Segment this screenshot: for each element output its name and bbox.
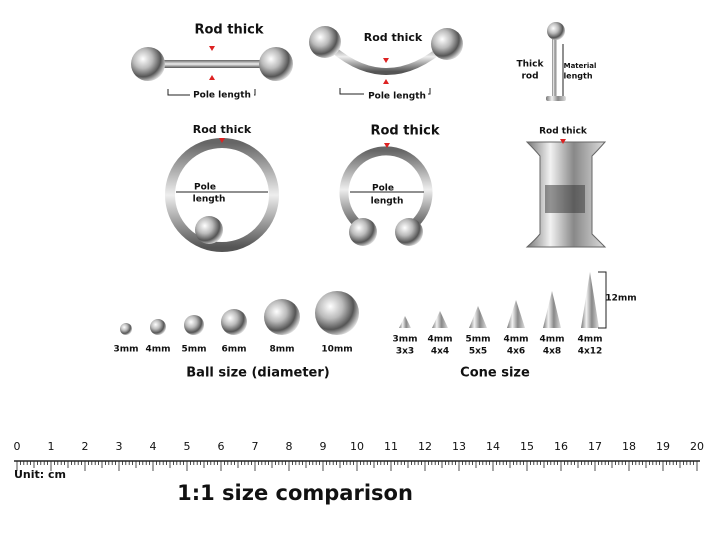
label: 3x3 (396, 347, 414, 357)
ruler-label: 18 (622, 440, 636, 453)
label: Rod thick (370, 124, 439, 139)
shape (383, 79, 389, 84)
label: Cone size (460, 366, 530, 381)
shape (167, 89, 256, 96)
label: 6mm (221, 345, 246, 355)
shape (349, 218, 377, 246)
shape (322, 39, 450, 75)
label: 5mm (465, 335, 490, 345)
label: 12mm (605, 294, 636, 304)
shape (339, 146, 433, 232)
shape (221, 309, 247, 335)
shape (547, 22, 565, 40)
shape (195, 216, 223, 244)
ruler-label: 14 (486, 440, 500, 453)
group: 3mm 4mm 5mm 6mm 8mm 10mm (113, 345, 352, 355)
label: Thick (517, 60, 545, 70)
shape (150, 319, 166, 335)
label: 4x8 (543, 347, 561, 357)
ruler-label: 5 (184, 440, 191, 453)
shape (560, 139, 566, 144)
shape (399, 316, 411, 328)
ruler-label: 16 (554, 440, 568, 453)
label: length (193, 195, 226, 205)
label: 4x6 (507, 347, 525, 357)
shape (120, 323, 132, 335)
shape (339, 88, 431, 95)
shape (431, 28, 463, 60)
label: rod (521, 72, 538, 82)
label: 5x5 (469, 347, 487, 357)
label: Ball size (diameter) (186, 366, 329, 381)
shape (384, 143, 390, 148)
shape (545, 185, 585, 213)
group: 0 1 2 3 4 5 6 7 8 9 10 11 12 13 14 15 16 17 18 19 20 (14, 440, 704, 471)
shape (432, 311, 448, 328)
ruler-label: 13 (452, 440, 466, 453)
ruler-label: 2 (82, 440, 89, 453)
label: length (371, 197, 404, 207)
label: length (563, 72, 592, 81)
shape (469, 306, 487, 328)
ruler-label: 0 (14, 440, 21, 453)
label: Pole (194, 183, 216, 193)
shape (131, 47, 165, 81)
label: 8mm (269, 345, 294, 355)
shape (552, 36, 557, 98)
label: 4mm (577, 335, 602, 345)
shape (543, 291, 561, 328)
ruler-label: 7 (252, 440, 259, 453)
ruler-label: 10 (350, 440, 364, 453)
ruler-label: 15 (520, 440, 534, 453)
label: 4mm (145, 345, 170, 355)
shape (395, 218, 423, 246)
shape (383, 58, 389, 63)
label: Rod thick (194, 23, 263, 38)
shape (309, 26, 341, 58)
shape (264, 299, 300, 335)
ruler-label: 4 (150, 440, 157, 453)
ruler-label: 12 (418, 440, 432, 453)
ruler-label: 9 (320, 440, 327, 453)
ruler-label: 17 (588, 440, 602, 453)
shape (315, 291, 359, 335)
label: Rod thick (364, 31, 423, 44)
label: 4mm (427, 335, 452, 345)
shape (209, 75, 215, 80)
ruler-label: 8 (286, 440, 293, 453)
ruler-label: 19 (656, 440, 670, 453)
ruler-label: 1 (48, 440, 55, 453)
label: 4mm (503, 335, 528, 345)
shape (507, 300, 525, 328)
shape (209, 46, 215, 51)
shape (184, 315, 204, 335)
ruler-label: 20 (690, 440, 704, 453)
label: 4x12 (578, 347, 603, 357)
ruler-label: 3 (116, 440, 123, 453)
label: 1:1 size comparison (177, 481, 413, 505)
label: 3mm (392, 335, 417, 345)
shape (581, 272, 599, 328)
label: Material (564, 62, 597, 70)
label: Rod thick (539, 127, 588, 137)
label: 10mm (321, 345, 352, 355)
shape (219, 138, 225, 143)
shape (259, 47, 293, 81)
label: 5mm (181, 345, 206, 355)
shape (546, 96, 566, 101)
label: Unit: cm (14, 468, 66, 481)
label: Rod thick (193, 123, 252, 136)
ruler-label: 6 (218, 440, 225, 453)
shape (147, 60, 277, 68)
label: 4mm (539, 335, 564, 345)
group: 3mm 3x3 4mm 4x4 5mm 5x5 4mm 4x6 4mm 4x8 4mm 4x… (392, 294, 636, 357)
shape (598, 271, 607, 329)
label: Pole length (193, 91, 251, 101)
label: 3mm (113, 345, 138, 355)
label: Pole length (368, 92, 426, 102)
label: Pole (372, 184, 394, 194)
ruler-label: 11 (384, 440, 398, 453)
label: 4x4 (431, 347, 449, 357)
